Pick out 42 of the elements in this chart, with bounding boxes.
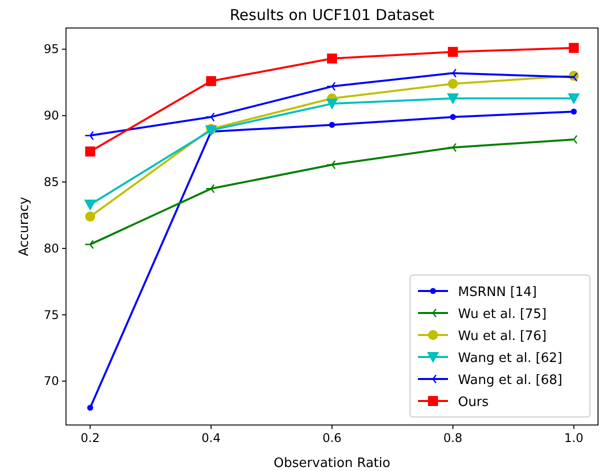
- legend-label: Wu et al. [76]: [458, 329, 547, 344]
- point: [447, 68, 457, 78]
- point: [205, 184, 215, 194]
- y-tick-label: 70: [44, 374, 59, 388]
- point: [205, 125, 218, 136]
- x-tick-label: 0.8: [443, 431, 462, 445]
- point: [326, 160, 336, 170]
- point: [205, 112, 215, 122]
- point: [568, 93, 580, 104]
- y-axis-title: Accuracy: [17, 196, 32, 256]
- point: [448, 78, 458, 89]
- point: [85, 212, 96, 222]
- legend-label: Wang et al. [62]: [458, 351, 562, 366]
- point: [327, 54, 337, 64]
- x-tick-label: 0.4: [202, 431, 221, 445]
- y-tick-label: 90: [44, 108, 59, 123]
- legend-label: Ours: [458, 395, 489, 410]
- y-tick-label: 75: [44, 308, 59, 322]
- x-tick-label: 0.2: [80, 431, 100, 445]
- legend-label: Wang et al. [68]: [458, 373, 562, 388]
- point: [87, 404, 94, 411]
- point: [326, 98, 338, 110]
- point: [329, 122, 335, 128]
- point: [568, 42, 579, 53]
- legend-label: MSRNN [14]: [458, 285, 537, 300]
- x-tick-label: 0.6: [322, 431, 342, 445]
- point: [206, 76, 216, 86]
- point: [85, 146, 96, 156]
- point: [450, 114, 456, 120]
- point: [326, 82, 336, 92]
- x-axis-title: Observation Ratio: [274, 456, 390, 471]
- point: [570, 108, 577, 115]
- y-tick-label: 85: [44, 175, 59, 190]
- point: [84, 200, 96, 211]
- legend-label: Wu et al. [75]: [458, 307, 547, 322]
- chart-title: Results on UCF101 Dataset: [230, 6, 434, 24]
- point: [448, 46, 458, 57]
- point: [446, 93, 459, 104]
- x-tick-label: 1.0: [564, 431, 584, 445]
- y-tick-label: 95: [44, 42, 59, 56]
- y-tick-label: 80: [44, 241, 59, 256]
- point: [447, 142, 457, 152]
